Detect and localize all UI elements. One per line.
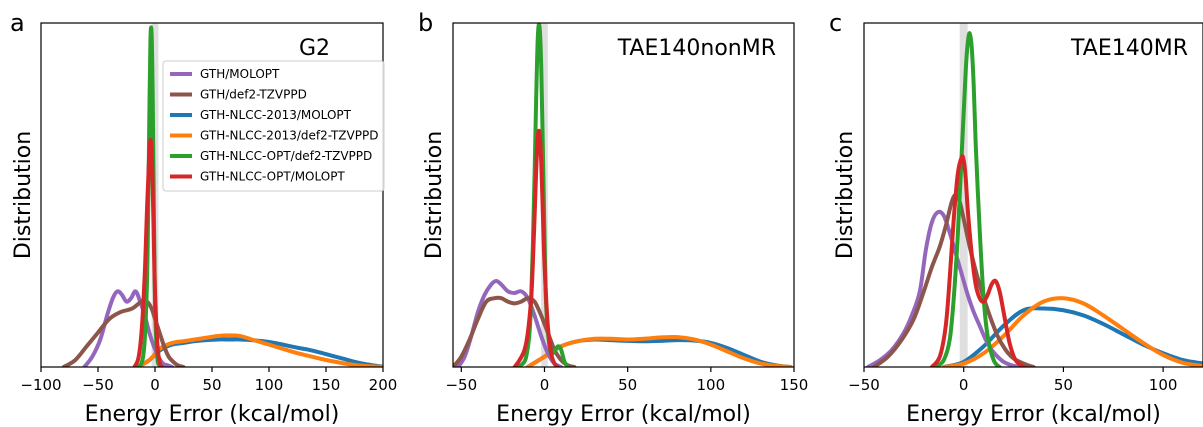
panel-title: TAE140nonMR <box>617 36 776 61</box>
plot-frame <box>452 22 795 368</box>
legend-label-gth-nlcc-opt-def2-tzvppd: GTH-NLCC-OPT/def2-TZVPPD <box>200 149 372 163</box>
series-gth-nlcc-opt-def2-tzvppd <box>933 31 1002 367</box>
x-axis-label: Energy Error (kcal/mol) <box>496 402 751 427</box>
x-tick-label: 50 <box>1054 376 1073 394</box>
x-tick-label: 150 <box>780 376 809 394</box>
legend-label-gth-nlcc-2013-molopt: GTH-NLCC-2013/MOLOPT <box>200 108 352 122</box>
curves <box>61 25 383 367</box>
x-tick-label: 50 <box>202 376 221 394</box>
panel-a: −100 −50 0 50 100 150 200 Energy Error (kcal/mo… <box>10 9 397 427</box>
x-axis-label: Energy Error (kcal/mol) <box>906 402 1161 427</box>
legend: GTH/MOLOPT GTH/def2-TZVPPD GTH-NLCC-2013/M… <box>162 60 385 192</box>
panel-letter: a <box>10 9 25 37</box>
x-tick-label: −50 <box>445 376 477 394</box>
panel-letter: c <box>829 9 842 37</box>
y-axis-label: Distribution <box>11 131 36 259</box>
panel-title: G2 <box>299 36 330 61</box>
x-tick-label: 200 <box>369 376 398 394</box>
curves <box>453 23 793 367</box>
zero-band <box>959 23 968 367</box>
series-gth-nlcc-2013-def2-tzvppd <box>941 296 1203 367</box>
legend-label-gth-molopt: GTH/MOLOPT <box>200 67 280 81</box>
panel-title: TAE140MR <box>1070 36 1188 61</box>
series-gth-nlcc-2013-def2-tzvppd <box>525 334 793 367</box>
panel-letter: b <box>418 9 433 37</box>
x-tick-label: 0 <box>959 376 969 394</box>
legend-box <box>162 60 385 192</box>
y-axis-label: Distribution <box>833 131 858 259</box>
x-tick-label: −100 <box>20 376 61 394</box>
panel-c: −50 0 50 100 Energy Error (kcal/mol) Distribu… <box>829 9 1203 427</box>
x-tick-label: 100 <box>1149 376 1178 394</box>
plot-frame <box>863 22 1203 368</box>
series-gth-nlcc-2013-def2-tzvppd <box>135 333 383 367</box>
x-axis-label: Energy Error (kcal/mol) <box>85 402 340 427</box>
series-gth-nlcc-opt-molopt <box>512 128 560 367</box>
x-tick-label: 150 <box>312 376 341 394</box>
legend-label-gth-def2-tzvppd: GTH/def2-TZVPPD <box>200 88 307 102</box>
x-tick-label: 50 <box>618 376 637 394</box>
curves <box>865 31 1203 367</box>
legend-label-gth-nlcc-2013-def2-tzvppd: GTH-NLCC-2013/def2-TZVPPD <box>200 129 378 143</box>
y-axis-label: Distribution <box>422 131 447 259</box>
series-gth-nlcc-opt-molopt <box>929 154 1026 367</box>
x-tick-label: 100 <box>697 376 726 394</box>
legend-label-gth-nlcc-opt-molopt: GTH-NLCC-OPT/MOLOPT <box>200 170 345 184</box>
series-gth-nlcc-opt-molopt <box>132 137 164 367</box>
x-tick-label: 100 <box>255 376 284 394</box>
series-gth-def2-tzvppd <box>61 298 186 367</box>
x-tick-label: 0 <box>150 376 160 394</box>
series-gth-def2-tzvppd <box>453 295 577 367</box>
panel-b: −50 0 50 100 150 Energy Error (kcal/mol) Distr… <box>418 9 808 427</box>
x-tick-label: −50 <box>82 376 114 394</box>
x-tick-label: 0 <box>540 376 550 394</box>
x-tick-label: −50 <box>848 376 880 394</box>
